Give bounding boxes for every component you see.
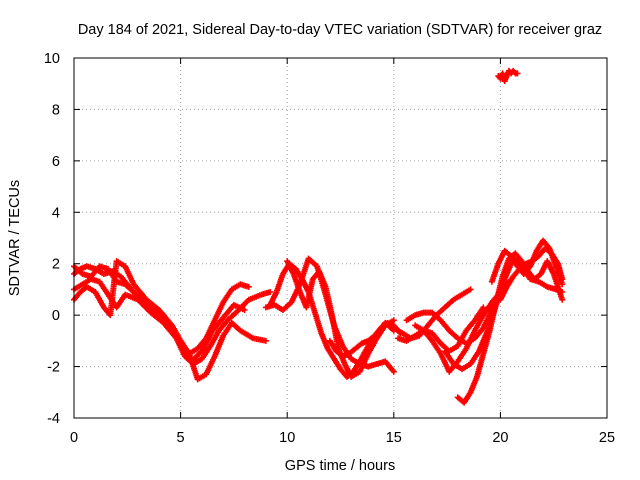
series-track-3 — [71, 258, 269, 383]
y-tick-label: 10 — [44, 51, 60, 67]
y-axis-label: SDTVAR / TECUs — [7, 180, 23, 296]
series-track-2 — [71, 276, 274, 367]
y-tick-label: 2 — [52, 257, 60, 273]
x-tick-label: 15 — [386, 430, 402, 446]
data-points — [71, 67, 566, 406]
y-tick-label: 6 — [52, 154, 60, 170]
plus-markers — [497, 245, 566, 303]
plot-frame — [73, 57, 608, 419]
axis-ticks — [73, 57, 608, 419]
tick-labels: 0 5 10 15 20 25 -4 -2 0 2 4 6 8 10 — [44, 51, 615, 446]
y-tick-label: 0 — [52, 308, 60, 324]
x-axis-label: GPS time / hours — [285, 458, 395, 474]
y-tick-label: 4 — [52, 205, 60, 221]
plus-markers — [454, 250, 566, 406]
x-tick-label: 10 — [279, 430, 295, 446]
x-tick-label: 0 — [70, 430, 78, 446]
x-tick-label: 20 — [492, 430, 508, 446]
y-tick-label: -4 — [47, 411, 60, 427]
chart-title: Day 184 of 2021, Sidereal Day-to-day VTE… — [78, 22, 602, 38]
y-tick-label: 8 — [52, 102, 60, 118]
y-tick-label: -2 — [47, 360, 60, 376]
grid-lines — [74, 58, 607, 418]
plus-markers — [495, 67, 521, 85]
series-track-14 — [454, 250, 566, 406]
series-track-17 — [495, 67, 521, 85]
plus-markers — [71, 276, 274, 367]
x-tick-label: 5 — [177, 430, 185, 446]
series-track-16 — [497, 245, 566, 303]
x-tick-label: 25 — [599, 430, 615, 446]
plus-markers — [71, 258, 269, 383]
